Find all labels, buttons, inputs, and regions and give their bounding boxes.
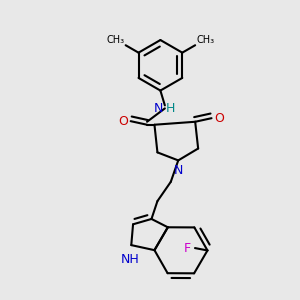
Text: F: F (183, 242, 190, 255)
Text: CH₃: CH₃ (106, 34, 124, 45)
Text: O: O (118, 115, 128, 128)
Text: CH₃: CH₃ (196, 34, 215, 45)
Text: N: N (154, 102, 164, 115)
Text: O: O (214, 112, 224, 125)
Text: H: H (166, 102, 175, 115)
Text: N: N (173, 164, 183, 177)
Text: NH: NH (120, 253, 139, 266)
